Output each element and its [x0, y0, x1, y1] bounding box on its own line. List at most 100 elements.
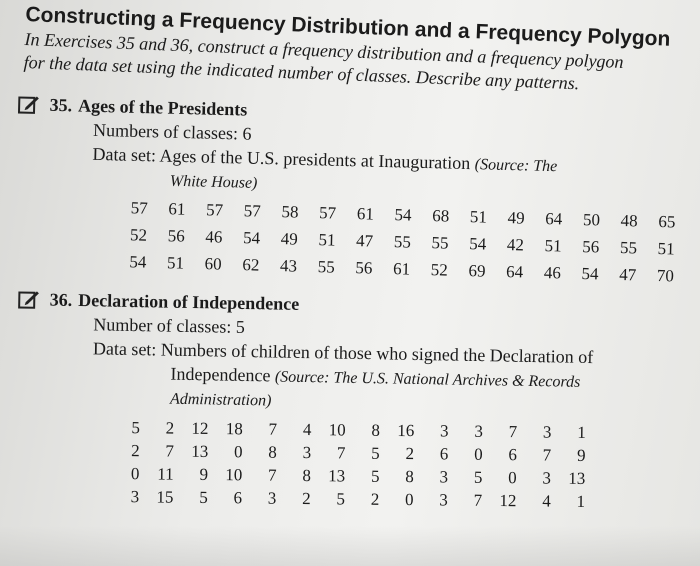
data-value: 52 [129, 225, 148, 245]
data-value: 12 [499, 491, 517, 511]
data-value: 2 [131, 441, 140, 461]
children-data-table: 5 2 12 18 7 4 10 8 16 3 3 7 3 1 2 7 13 0 8 3 7 5 2 6 0 6 7 9 0 11 9 10 7… [113, 418, 586, 511]
data-value: 6 [439, 444, 449, 464]
data-value: 64 [545, 209, 563, 229]
exercise-heading: 36. Declaration of Independence [18, 287, 698, 323]
source-text: (Source: The U.S. National Archives & Re… [274, 368, 581, 391]
data-value: 62 [242, 255, 260, 275]
data-value: 56 [355, 258, 373, 278]
data-value: 3 [542, 422, 552, 442]
exercise-title: Ages of the Presidents [77, 94, 248, 120]
data-value: 57 [205, 200, 224, 220]
data-value: 52 [430, 260, 449, 280]
data-value: 8 [371, 420, 381, 440]
data-value: 1 [577, 422, 586, 442]
data-value: 10 [328, 420, 346, 440]
data-value: 16 [397, 420, 415, 441]
data-value: 13 [568, 468, 586, 488]
data-value: 48 [620, 211, 638, 231]
data-value: 0 [474, 444, 483, 464]
data-value: 6 [233, 488, 243, 508]
data-value: 56 [167, 226, 185, 246]
data-value: 55 [619, 238, 638, 258]
data-value: 11 [157, 464, 174, 484]
data-value: 2 [165, 418, 175, 438]
data-value: 43 [279, 256, 298, 276]
section-header: Constructing a Frequency Distribution an… [23, 2, 695, 100]
data-value: 51 [166, 253, 185, 273]
data-value: 7 [508, 422, 518, 442]
edit-pencil-icon [17, 93, 40, 116]
data-value: 64 [505, 262, 524, 282]
data-value: 55 [431, 233, 449, 253]
data-value: 8 [302, 465, 312, 486]
data-value: 58 [281, 202, 299, 222]
edit-pencil-icon [18, 288, 40, 310]
data-row: 57 61 57 57 58 57 61 54 68 51 49 64 50 48 65 [121, 198, 675, 231]
ages-data-table: 57 61 57 57 58 57 61 54 68 51 49 64 50 48 65 52 56 46 54 49… [120, 198, 676, 285]
data-value: 68 [431, 206, 450, 226]
data-value: 2 [405, 444, 415, 464]
data-value: 15 [156, 487, 174, 507]
data-value: 46 [543, 263, 562, 283]
data-value: 3 [267, 488, 277, 508]
data-value: 1 [576, 491, 586, 511]
exercise-35: 35. Ages of the Presidents Numbers of cl… [16, 92, 698, 207]
data-value: 3 [302, 442, 312, 463]
data-value: 13 [328, 466, 346, 486]
data-value: 6 [508, 445, 518, 465]
data-value: 54 [468, 234, 487, 254]
data-value: 7 [267, 465, 277, 485]
data-value: 51 [469, 207, 488, 227]
data-value: 57 [243, 201, 262, 221]
data-value: 2 [302, 488, 311, 509]
data-value: 3 [439, 490, 448, 510]
data-value: 55 [317, 257, 336, 277]
data-value: 49 [280, 229, 299, 249]
data-value: 61 [392, 259, 411, 279]
data-value: 7 [268, 419, 278, 439]
dataset-text: Independence [170, 363, 271, 386]
data-value: 5 [199, 487, 208, 507]
page-shadow [0, 526, 700, 566]
data-value: 7 [473, 490, 483, 510]
data-value: 9 [199, 464, 209, 484]
data-value: 5 [371, 443, 380, 463]
data-value: 7 [165, 441, 175, 461]
data-value: 0 [508, 468, 517, 488]
data-row: 52 56 46 54 49 51 47 55 55 54 42 51 56 55 51 [121, 225, 675, 258]
data-value: 10 [225, 465, 243, 485]
data-value: 50 [582, 210, 601, 230]
data-value: 55 [393, 232, 412, 252]
exercise-number: 36. [49, 289, 73, 310]
data-value: 54 [394, 205, 412, 225]
data-value: 5 [473, 467, 483, 487]
data-row: 54 51 60 62 43 55 56 61 52 69 64 46 54 47 70 [120, 252, 674, 285]
data-value: 3 [474, 421, 483, 441]
data-value: 51 [544, 236, 562, 256]
data-value: 51 [318, 230, 336, 250]
data-value: 70 [656, 266, 675, 286]
data-value: 5 [131, 418, 140, 438]
data-value: 7 [336, 443, 346, 463]
data-value: 4 [302, 419, 312, 440]
data-value: 12 [191, 418, 209, 438]
exercise-heading: 35. Ages of the Presidents [17, 92, 697, 133]
data-value: 61 [168, 199, 186, 219]
data-value: 3 [439, 421, 449, 441]
data-value: 18 [225, 419, 243, 439]
data-value: 13 [191, 441, 209, 461]
data-value: 56 [582, 237, 600, 257]
data-value: 54 [242, 228, 261, 248]
data-value: 47 [355, 231, 374, 251]
data-value: 49 [507, 208, 525, 228]
data-value: 5 [370, 466, 380, 486]
data-value: 3 [130, 487, 140, 507]
data-value: 8 [405, 467, 414, 487]
data-value: 54 [581, 264, 599, 284]
data-value: 0 [404, 490, 414, 510]
data-value: 57 [130, 198, 148, 218]
exercise-36: 36. Declaration of Independence Number o… [16, 287, 698, 421]
data-value: 2 [370, 489, 380, 509]
